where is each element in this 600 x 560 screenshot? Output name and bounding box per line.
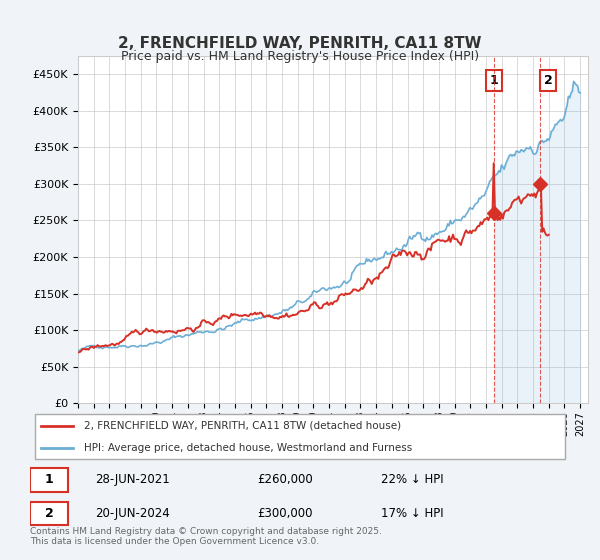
Text: £300,000: £300,000 [257, 507, 312, 520]
Text: 1: 1 [490, 74, 498, 87]
Text: 2: 2 [44, 507, 53, 520]
Text: 2: 2 [544, 74, 553, 87]
Text: £260,000: £260,000 [257, 473, 313, 487]
Bar [30, 502, 68, 525]
Text: 1: 1 [44, 473, 53, 487]
Text: 17% ↓ HPI: 17% ↓ HPI [381, 507, 443, 520]
Text: 22% ↓ HPI: 22% ↓ HPI [381, 473, 443, 487]
Text: Contains HM Land Registry data © Crown copyright and database right 2025.
This d: Contains HM Land Registry data © Crown c… [30, 526, 382, 546]
Text: 2, FRENCHFIELD WAY, PENRITH, CA11 8TW (detached house): 2, FRENCHFIELD WAY, PENRITH, CA11 8TW (d… [84, 421, 401, 431]
Text: HPI: Average price, detached house, Westmorland and Furness: HPI: Average price, detached house, West… [84, 443, 412, 453]
Text: 20-JUN-2024: 20-JUN-2024 [95, 507, 170, 520]
FancyBboxPatch shape [35, 414, 565, 459]
Text: 2, FRENCHFIELD WAY, PENRITH, CA11 8TW: 2, FRENCHFIELD WAY, PENRITH, CA11 8TW [118, 36, 482, 52]
Text: 28-JUN-2021: 28-JUN-2021 [95, 473, 170, 487]
Text: Price paid vs. HM Land Registry's House Price Index (HPI): Price paid vs. HM Land Registry's House … [121, 50, 479, 63]
Bar [30, 468, 68, 492]
